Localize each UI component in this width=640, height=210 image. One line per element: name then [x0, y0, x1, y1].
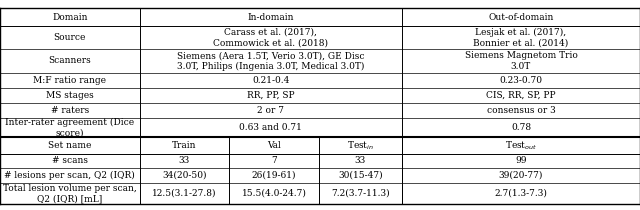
Text: CIS, RR, SP, PP: CIS, RR, SP, PP — [486, 91, 556, 100]
Text: Lesjak et al. (2017),
Bonnier et al. (2014): Lesjak et al. (2017), Bonnier et al. (20… — [474, 28, 568, 47]
Text: 12.5(3.1-27.8): 12.5(3.1-27.8) — [152, 189, 216, 198]
Text: Set name: Set name — [48, 141, 92, 150]
Text: Inter-rater agreement (Dice
score): Inter-rater agreement (Dice score) — [5, 118, 134, 137]
Text: Test$_{out}$: Test$_{out}$ — [505, 139, 537, 152]
Text: 30(15-47): 30(15-47) — [338, 171, 383, 180]
Text: Train: Train — [172, 141, 196, 150]
Text: 33: 33 — [179, 156, 190, 165]
Text: 33: 33 — [355, 156, 366, 165]
Text: Val: Val — [267, 141, 281, 150]
Text: Siemens Magnetom Trio
3.0T: Siemens Magnetom Trio 3.0T — [465, 51, 577, 71]
Text: In-domain: In-domain — [248, 13, 294, 22]
Text: 99: 99 — [515, 156, 527, 165]
Text: # scans: # scans — [52, 156, 88, 165]
Text: MS stages: MS stages — [46, 91, 93, 100]
Text: Out-of-domain: Out-of-domain — [488, 13, 554, 22]
Text: 15.5(4.0-24.7): 15.5(4.0-24.7) — [241, 189, 307, 198]
Text: Test$_{in}$: Test$_{in}$ — [347, 139, 374, 152]
Text: # lesions per scan, Q2 (IQR): # lesions per scan, Q2 (IQR) — [4, 171, 135, 180]
Text: Source: Source — [54, 33, 86, 42]
Text: 7: 7 — [271, 156, 276, 165]
Text: RR, PP, SP: RR, PP, SP — [247, 91, 294, 100]
Text: 0.78: 0.78 — [511, 123, 531, 132]
Text: 34(20-50): 34(20-50) — [162, 171, 207, 180]
Text: Domain: Domain — [52, 13, 88, 22]
Text: 0.21-0.4: 0.21-0.4 — [252, 76, 289, 85]
Text: 0.63 and 0.71: 0.63 and 0.71 — [239, 123, 302, 132]
Text: 2 or 7: 2 or 7 — [257, 106, 284, 115]
Text: consensus or 3: consensus or 3 — [486, 106, 556, 115]
Text: Siemens (Aera 1.5T, Verio 3.0T), GE Disc
3.0T, Philips (Ingenia 3.0T, Medical 3.: Siemens (Aera 1.5T, Verio 3.0T), GE Disc… — [177, 51, 364, 71]
Text: 7.2(3.7-11.3): 7.2(3.7-11.3) — [331, 189, 390, 198]
Text: 2.7(1.3-7.3): 2.7(1.3-7.3) — [495, 189, 547, 198]
Text: Scanners: Scanners — [49, 56, 91, 66]
Text: 0.23-0.70: 0.23-0.70 — [499, 76, 543, 85]
Text: 39(20-77): 39(20-77) — [499, 171, 543, 180]
Text: # raters: # raters — [51, 106, 89, 115]
Text: Carass et al. (2017),
Commowick et al. (2018): Carass et al. (2017), Commowick et al. (… — [213, 28, 328, 47]
Text: Total lesion volume per scan,
Q2 (IQR) [mL]: Total lesion volume per scan, Q2 (IQR) [… — [3, 184, 136, 203]
Text: M:F ratio range: M:F ratio range — [33, 76, 106, 85]
Text: 26(19-61): 26(19-61) — [252, 171, 296, 180]
